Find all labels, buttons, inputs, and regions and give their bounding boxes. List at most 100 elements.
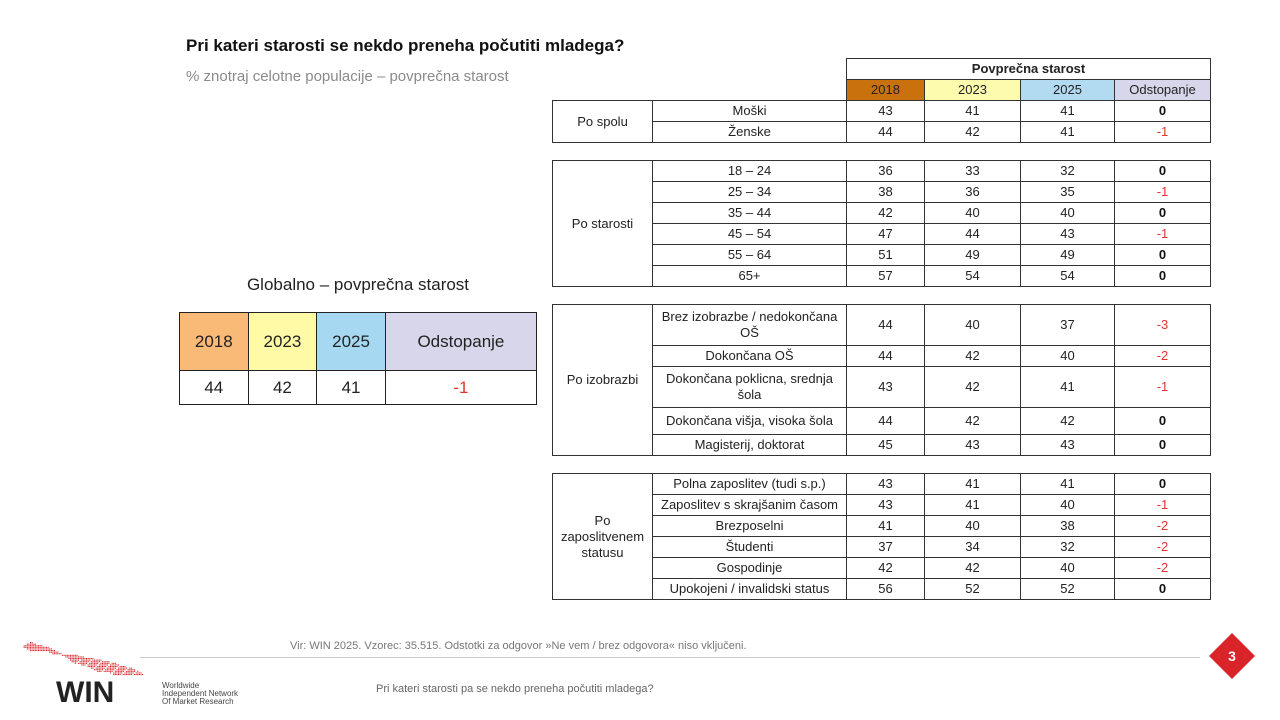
map-dot [134, 669, 136, 671]
map-dot [119, 669, 121, 671]
map-dot [60, 653, 62, 655]
row-label: Dokončana poklicna, srednja šola [652, 366, 847, 408]
map-dot [98, 661, 100, 663]
map-dot [105, 666, 107, 668]
map-dot [98, 666, 100, 668]
value-2023: 42 [924, 345, 1021, 367]
map-dot [71, 656, 73, 658]
footer-question: Pri kateri starosti pa se nekdo preneha … [376, 683, 654, 695]
map-dot [124, 672, 126, 674]
map-dot [140, 672, 142, 674]
map-dot [86, 662, 88, 664]
map-dot [103, 662, 105, 664]
map-dot [46, 648, 48, 650]
map-dot [49, 651, 51, 653]
map-dot [89, 659, 91, 661]
map-dot [28, 646, 30, 648]
map-dot [65, 656, 67, 658]
row-label: 35 – 44 [652, 202, 847, 224]
map-dot [119, 667, 121, 669]
header-2018: 2018 [846, 79, 925, 101]
map-dot [82, 656, 84, 658]
value-2018: 43 [846, 473, 925, 495]
map-dot [111, 662, 113, 664]
value-2023: 43 [924, 434, 1021, 456]
map-dot [68, 658, 70, 660]
map-dot [94, 664, 96, 666]
map-dot [129, 674, 131, 676]
row-label: Študenti [652, 536, 847, 558]
map-dot [110, 670, 112, 672]
group-label: Po starosti [552, 160, 653, 287]
map-dot [130, 669, 132, 671]
map-dot [118, 667, 120, 669]
map-dot [78, 662, 80, 664]
value-2023: 41 [924, 473, 1021, 495]
map-dot [86, 658, 88, 660]
map-dot [110, 664, 112, 666]
map-dot [97, 662, 99, 664]
row-label: Magisterij, doktorat [652, 434, 847, 456]
map-dot [89, 658, 91, 660]
global-value-2025: 41 [316, 370, 386, 405]
map-dot [84, 662, 86, 664]
map-dot [82, 662, 84, 664]
map-dot [49, 650, 51, 652]
map-dot [102, 669, 104, 671]
map-dot [44, 648, 46, 650]
header-odstopanje: Odstopanje [1114, 79, 1211, 101]
map-dot [130, 670, 132, 672]
table-row: 45 – 54 47 44 43 -1 [553, 223, 1211, 245]
map-dot [135, 672, 137, 674]
map-dot [76, 661, 78, 663]
map-dot [95, 661, 97, 663]
map-dot [97, 661, 99, 663]
map-dot [47, 648, 49, 650]
value-2025: 41 [1020, 100, 1115, 122]
map-dot [50, 648, 52, 650]
map-dot [81, 661, 83, 663]
map-dot [52, 651, 54, 653]
map-dot [119, 674, 121, 676]
value-odstopanje: -2 [1114, 536, 1211, 558]
map-dot [102, 667, 104, 669]
map-dot [118, 664, 120, 666]
map-dot [84, 658, 86, 660]
map-dot [134, 670, 136, 672]
map-dot [100, 666, 102, 668]
value-odstopanje: -3 [1114, 304, 1211, 346]
map-dot [118, 672, 120, 674]
map-dot [92, 666, 94, 668]
global-table: 2018 2023 2025 Odstopanje 44 42 41 -1 [179, 312, 538, 405]
value-2023: 54 [924, 265, 1021, 287]
map-dot [111, 670, 113, 672]
map-dot [126, 674, 128, 676]
row-label: 25 – 34 [652, 181, 847, 203]
value-2023: 40 [924, 202, 1021, 224]
group-gap [553, 143, 1211, 161]
map-dot [33, 643, 35, 645]
map-dot [130, 667, 132, 669]
table-row: Zaposlitev s skrajšanim časom 43 41 40 -1 [553, 494, 1211, 516]
value-2018: 43 [846, 366, 925, 408]
map-dot [26, 648, 28, 650]
map-dot [30, 642, 32, 644]
row-label: 55 – 64 [652, 244, 847, 266]
map-dot [90, 664, 92, 666]
map-dot [87, 658, 89, 660]
table-row: 55 – 64 51 49 49 0 [553, 244, 1211, 266]
footer-divider [140, 657, 1200, 658]
map-dot [34, 646, 36, 648]
map-dot [98, 669, 100, 671]
map-dot [92, 664, 94, 666]
map-dot [82, 659, 84, 661]
map-dot [119, 672, 121, 674]
value-2025: 40 [1020, 202, 1115, 224]
map-dot [100, 670, 102, 672]
value-odstopanje: 0 [1114, 100, 1211, 122]
map-dot [57, 651, 59, 653]
value-odstopanje: 0 [1114, 578, 1211, 600]
page-title: Pri kateri starosti se nekdo preneha poč… [186, 36, 625, 55]
value-2023: 52 [924, 578, 1021, 600]
map-dot [31, 643, 33, 645]
